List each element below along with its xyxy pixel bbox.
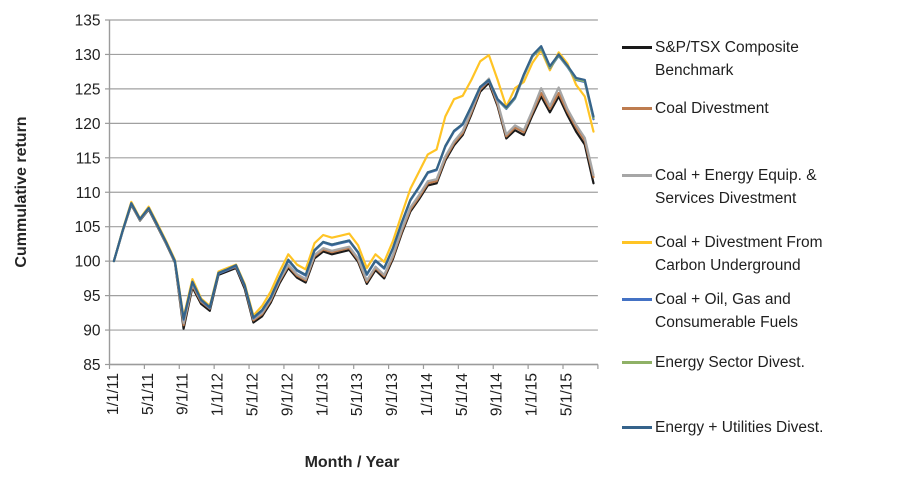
x-tick-label: 5/1/13 — [349, 373, 366, 416]
y-tick-label: 115 — [76, 150, 101, 167]
y-tick-label: 105 — [75, 219, 101, 236]
x-tick-label: 9/1/12 — [279, 373, 296, 416]
legend-swatch — [622, 361, 652, 364]
legend-item: Energy Sector Divest. — [622, 351, 851, 374]
legend: S&P/TSX Composite Benchmark Coal Divestme… — [622, 0, 898, 493]
legend-swatch — [622, 298, 652, 301]
legend-label: Coal + Oil, Gas and Consumerable Fuels — [655, 291, 799, 331]
series-line-coal-energy-equip-services-divestment — [112, 77, 595, 325]
legend-item: Coal Divestment — [622, 97, 851, 120]
legend-swatch — [622, 241, 652, 244]
y-tick-label: 120 — [75, 116, 101, 133]
y-tick-label: 125 — [75, 81, 101, 98]
y-tick-label: 90 — [83, 323, 101, 340]
x-tick-label: 5/1/11 — [140, 373, 157, 415]
legend-swatch — [622, 107, 652, 110]
legend-item: Coal + Divestment From Carbon Undergroun… — [622, 231, 851, 277]
legend-item: Energy + Utilities Divest. — [622, 416, 851, 439]
x-axis-title: Month / Year — [304, 454, 400, 471]
x-tick-label: 1/1/13 — [314, 373, 331, 416]
legend-label: Coal + Energy Equip. & Services Divestme… — [655, 167, 817, 207]
x-tick-label: 5/1/15 — [558, 373, 575, 416]
legend-item: S&P/TSX Composite Benchmark — [622, 36, 851, 82]
legend-label: Energy + Utilities Divest. — [655, 419, 824, 436]
x-tick-label: 9/1/13 — [384, 373, 401, 416]
y-tick-label: 100 — [75, 254, 101, 271]
legend-label: S&P/TSX Composite Benchmark — [655, 39, 799, 79]
x-tick-label: 1/1/15 — [524, 373, 541, 416]
series-line-coal-divestment — [112, 79, 595, 327]
legend-label: Coal + Divestment From Carbon Undergroun… — [655, 234, 823, 274]
y-tick-label: 85 — [83, 357, 100, 374]
legend-swatch — [622, 46, 652, 49]
x-tick-label: 1/1/12 — [210, 373, 227, 416]
x-tick-label: 5/1/14 — [454, 373, 471, 416]
legend-label: Coal Divestment — [655, 100, 769, 117]
legend-label: Energy Sector Divest. — [655, 354, 805, 371]
series-line-coal-divestment-from-carbon-underground — [112, 49, 595, 319]
y-tick-label: 110 — [76, 185, 101, 202]
x-tick-label: 5/1/12 — [244, 373, 261, 416]
y-tick-label: 135 — [75, 13, 101, 30]
y-tick-label: 130 — [75, 47, 101, 64]
legend-item: Coal + Oil, Gas and Consumerable Fuels — [622, 288, 851, 334]
y-axis-title: Cummulative return — [13, 116, 30, 268]
series-line-s-p-tsx-composite-benchmark — [112, 81, 595, 330]
x-tick-label: 1/1/11 — [105, 373, 122, 415]
legend-swatch — [622, 174, 652, 177]
y-tick-label: 95 — [83, 288, 100, 305]
series-line-energy-utilities-divest — [112, 45, 595, 321]
x-tick-label: 1/1/14 — [419, 373, 436, 416]
legend-item: Coal + Energy Equip. & Services Divestme… — [622, 164, 851, 210]
x-tick-label: 9/1/11 — [175, 373, 192, 415]
legend-swatch — [622, 426, 652, 429]
x-tick-label: 9/1/14 — [489, 373, 506, 416]
